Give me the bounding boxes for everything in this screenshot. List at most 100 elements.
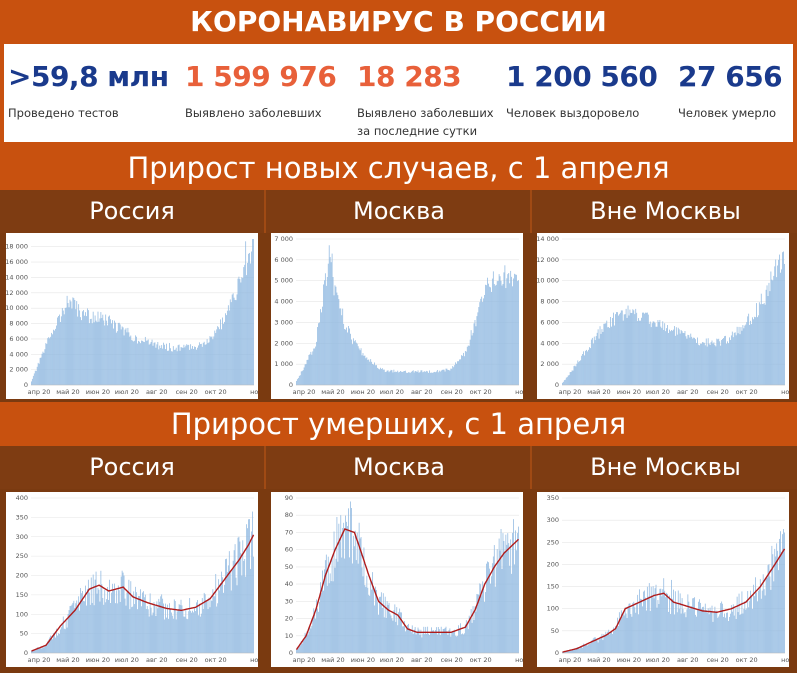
bar bbox=[685, 617, 687, 653]
x-tick-label: май 20 bbox=[321, 388, 344, 396]
bar bbox=[673, 326, 675, 385]
bar bbox=[599, 639, 601, 653]
bar bbox=[379, 596, 380, 653]
bar bbox=[703, 610, 705, 653]
region-label-russia-cases: Россия bbox=[0, 190, 264, 233]
bar bbox=[420, 370, 422, 385]
bar bbox=[213, 336, 215, 385]
bar bbox=[211, 600, 213, 653]
y-tick-label: 4 000 bbox=[274, 298, 293, 306]
bar bbox=[465, 620, 467, 653]
bar bbox=[207, 343, 209, 385]
y-tick-label: 0 bbox=[24, 649, 28, 657]
bar bbox=[323, 590, 324, 653]
bar bbox=[31, 378, 33, 385]
bar bbox=[90, 318, 92, 385]
bar bbox=[71, 604, 73, 653]
bar bbox=[778, 570, 779, 653]
bar bbox=[149, 593, 151, 653]
bar bbox=[86, 588, 88, 653]
bar bbox=[468, 615, 470, 653]
bar bbox=[247, 528, 248, 653]
bar bbox=[682, 609, 684, 653]
bar bbox=[750, 320, 751, 385]
y-tick-label: 1 000 bbox=[274, 360, 293, 368]
bar bbox=[752, 317, 753, 385]
x-tick-label: май 20 bbox=[56, 656, 79, 664]
bar bbox=[645, 610, 647, 653]
bar bbox=[739, 334, 741, 385]
bar bbox=[376, 589, 377, 653]
y-tick-label: 10 000 bbox=[6, 304, 28, 312]
bar bbox=[650, 586, 652, 653]
bar bbox=[188, 611, 190, 653]
bar bbox=[478, 594, 480, 653]
bar bbox=[397, 370, 399, 385]
bar bbox=[316, 341, 318, 385]
bar bbox=[322, 306, 323, 385]
bar bbox=[228, 310, 230, 385]
x-tick-label: окт 20 bbox=[205, 388, 227, 396]
bar bbox=[617, 625, 619, 653]
bar bbox=[58, 316, 59, 385]
bar bbox=[447, 634, 449, 653]
bar bbox=[324, 273, 326, 385]
y-tick-label: 40 bbox=[285, 580, 293, 588]
bar bbox=[373, 586, 374, 653]
bar bbox=[422, 633, 424, 653]
bar bbox=[205, 600, 207, 653]
bar bbox=[606, 320, 608, 385]
bar bbox=[108, 599, 109, 653]
bar bbox=[441, 369, 443, 385]
bar bbox=[713, 342, 715, 385]
bar bbox=[569, 649, 571, 653]
bar bbox=[755, 577, 756, 653]
bar bbox=[185, 609, 187, 653]
bar bbox=[42, 351, 44, 385]
bar bbox=[338, 523, 340, 653]
bar bbox=[204, 344, 206, 385]
bar bbox=[588, 349, 589, 385]
bar bbox=[475, 611, 477, 653]
bar bbox=[653, 321, 655, 385]
bar bbox=[736, 326, 738, 385]
x-tick-label: май 20 bbox=[56, 388, 79, 396]
bar bbox=[516, 274, 517, 385]
bar bbox=[183, 616, 185, 653]
bar bbox=[678, 608, 680, 653]
bar bbox=[673, 329, 674, 385]
bar bbox=[304, 632, 306, 653]
bar bbox=[114, 320, 115, 385]
bar bbox=[445, 626, 447, 653]
bar bbox=[574, 649, 576, 653]
bar bbox=[339, 308, 341, 385]
bar bbox=[510, 539, 512, 653]
bar bbox=[412, 633, 414, 653]
bar bbox=[56, 325, 57, 385]
bar bbox=[226, 558, 227, 653]
bar bbox=[34, 370, 36, 385]
bar bbox=[323, 284, 324, 385]
bar bbox=[312, 351, 314, 385]
bar bbox=[742, 325, 744, 385]
bar bbox=[212, 339, 214, 385]
bar bbox=[568, 650, 570, 653]
bar bbox=[654, 588, 656, 653]
y-tick-label: 0 bbox=[289, 381, 293, 389]
bar bbox=[193, 348, 194, 385]
region-label-russia-deaths: Россия bbox=[0, 446, 264, 489]
bar bbox=[711, 340, 713, 385]
y-tick-label: 60 bbox=[285, 546, 293, 554]
bar bbox=[349, 557, 350, 653]
bar bbox=[437, 626, 439, 653]
bar bbox=[404, 621, 405, 653]
bar bbox=[38, 647, 40, 653]
bar bbox=[338, 299, 340, 385]
bar bbox=[631, 312, 633, 385]
y-tick-label: 400 bbox=[16, 494, 28, 502]
bar bbox=[296, 379, 298, 385]
bar bbox=[192, 610, 193, 653]
bar bbox=[662, 589, 664, 653]
y-tick-label: 150 bbox=[16, 591, 28, 599]
bar bbox=[110, 602, 111, 653]
